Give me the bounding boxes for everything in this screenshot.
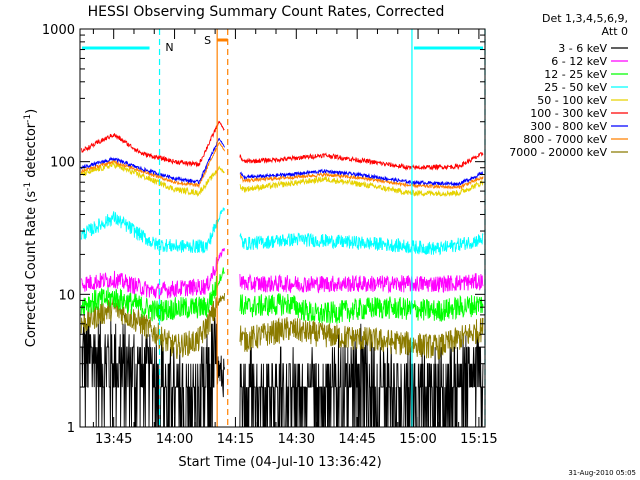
timestamp: 31-Aug-2010 05:05	[568, 469, 636, 477]
x-tick-label: 13:45	[95, 432, 132, 447]
y-tick-label: 100	[50, 156, 75, 171]
series-line	[80, 142, 484, 190]
y-axis: 1 10 100 1000	[42, 23, 485, 436]
x-tick-label: 14:00	[156, 432, 193, 447]
legend-entry-label: 800 - 7000 keV	[523, 133, 607, 146]
x-tick-label: 14:15	[217, 432, 254, 447]
legend-entry-label: 7000 - 20000 keV	[509, 146, 607, 159]
legend-entry-label: 300 - 800 keV	[530, 120, 607, 133]
series-line	[80, 293, 484, 360]
legend-entry-label: 6 - 12 keV	[551, 55, 607, 68]
series-line	[80, 207, 484, 256]
chart-title: HESSI Observing Summary Count Rates, Cor…	[88, 4, 445, 20]
legend-detectors: Det 1,3,4,5,6,9,	[542, 12, 628, 25]
legend-entry-label: 12 - 25 keV	[544, 68, 607, 81]
series-layer	[80, 120, 484, 428]
series-line	[80, 248, 484, 300]
series-line	[80, 267, 484, 324]
saa-label: S	[204, 34, 211, 47]
night-label: N	[165, 41, 173, 54]
legend-entry-label: 25 - 50 keV	[544, 81, 607, 94]
legend-entry-label: 3 - 6 keV	[558, 42, 607, 55]
x-tick-label: 14:30	[278, 432, 315, 447]
plot-frame	[79, 28, 486, 428]
series-line	[80, 137, 484, 188]
series-line	[80, 120, 484, 171]
y-tick-label: 1	[67, 421, 75, 436]
x-tick-label: 15:00	[399, 432, 436, 447]
legend-entry-label: 100 - 300 keV	[530, 107, 607, 120]
x-tick-label: 14:45	[338, 432, 375, 447]
x-axis: 13:45 14:00 14:15 14:30 14:45 15:00 15:15	[92, 29, 498, 447]
y-axis-label: Corrected Count Rate (s-1 detector-1)	[23, 109, 39, 347]
legend-attenuator: Att 0	[602, 25, 628, 38]
x-tick-label: 15:15	[460, 432, 497, 447]
y-tick-label: 10	[58, 288, 75, 303]
x-axis-label: Start Time (04-Jul-10 13:36:42)	[178, 455, 381, 470]
y-tick-label: 1000	[42, 23, 75, 38]
legend-entry-label: 50 - 100 keV	[537, 94, 607, 107]
